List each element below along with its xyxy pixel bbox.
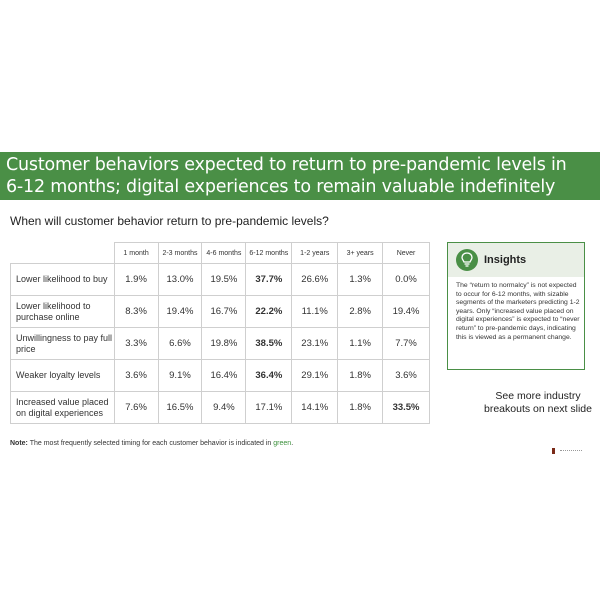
table-cell: 16.7%	[201, 295, 247, 328]
column-header: 4-6 months	[201, 242, 247, 264]
highlighted-cell: 33.5%	[382, 391, 430, 424]
note-end: .	[291, 440, 294, 447]
table-cell: 3.6%	[382, 359, 430, 392]
header-corner	[10, 242, 115, 264]
column-header: 1 month	[113, 242, 159, 264]
insights-title: Insights	[484, 254, 527, 266]
table-question: When will customer behavior return to pr…	[10, 214, 329, 228]
table-cell: 29.1%	[291, 359, 339, 392]
table-cell: 1.1%	[337, 327, 384, 360]
highlighted-cell: 38.5%	[245, 327, 293, 360]
title-line-1: Customer behaviors expected to return to…	[6, 155, 567, 175]
title-line-2: 6-12 months; digital experiences to rema…	[6, 177, 556, 197]
table-cell: 19.4%	[382, 295, 430, 328]
row-label: Increased value placed on digital experi…	[10, 391, 115, 424]
row-label: Lower likelihood to purchase online	[10, 295, 115, 328]
insights-header: Insights	[448, 243, 584, 277]
table-cell: 7.7%	[382, 327, 430, 360]
table-cell: 19.5%	[201, 263, 247, 296]
note-green-word: green	[273, 440, 292, 447]
table-cell: 3.3%	[113, 327, 159, 360]
column-header: Never	[382, 242, 430, 264]
decorative-mark	[552, 448, 555, 454]
row-label: Unwillingness to pay full price	[10, 327, 115, 360]
highlighted-cell: 22.2%	[245, 295, 293, 328]
table-cell: 3.6%	[113, 359, 159, 392]
table-row: Lower likelihood to buy 1.9% 13.0% 19.5% 37.…	[10, 263, 430, 296]
table-cell: 26.6%	[291, 263, 339, 296]
column-header: 6-12 months	[245, 242, 293, 264]
behavior-timing-table: 1 month 2-3 months 4-6 months 6-12 month…	[10, 242, 430, 424]
table-cell: 8.3%	[113, 295, 159, 328]
table-cell: 19.4%	[157, 295, 203, 328]
table-cell: 1.9%	[113, 263, 159, 296]
note-text: The most frequently selected timing for …	[27, 440, 274, 447]
table-cell: 14.1%	[291, 391, 339, 424]
table-header-row: 1 month 2-3 months 4-6 months 6-12 month…	[10, 242, 430, 264]
table-cell: 1.8%	[337, 391, 384, 424]
table-cell: 0.0%	[382, 263, 430, 296]
highlighted-cell: 37.7%	[245, 263, 293, 296]
table-cell: 2.8%	[337, 295, 384, 328]
column-header: 1-2 years	[291, 242, 339, 264]
table-row: Increased value placed on digital experi…	[10, 391, 430, 424]
decorative-dots	[560, 450, 582, 453]
table-cell: 1.3%	[337, 263, 384, 296]
table-cell: 9.1%	[157, 359, 203, 392]
table-cell: 6.6%	[157, 327, 203, 360]
table-cell: 16.5%	[157, 391, 203, 424]
insights-text: The “return to normalcy” is not expected…	[456, 282, 580, 341]
row-label: Weaker loyalty levels	[10, 359, 115, 392]
table-row: Lower likelihood to purchase online 8.3% 1…	[10, 295, 430, 328]
lightbulb-icon	[456, 249, 478, 271]
table-cell: 16.4%	[201, 359, 247, 392]
table-cell: 13.0%	[157, 263, 203, 296]
footnote: Note: The most frequently selected timin…	[10, 440, 293, 447]
table-cell: 9.4%	[201, 391, 247, 424]
highlighted-cell: 36.4%	[245, 359, 293, 392]
table-cell: 7.6%	[113, 391, 159, 424]
see-more-text: See more industry breakouts on next slid…	[484, 390, 592, 415]
column-header: 2-3 months	[157, 242, 203, 264]
table-cell: 11.1%	[291, 295, 339, 328]
table-row: Unwillingness to pay full price 3.3% 6.6% 1…	[10, 327, 430, 360]
row-label: Lower likelihood to buy	[10, 263, 115, 296]
title-banner: Customer behaviors expected to return to…	[0, 152, 600, 200]
column-header: 3+ years	[337, 242, 384, 264]
table-cell: 1.8%	[337, 359, 384, 392]
table-cell: 23.1%	[291, 327, 339, 360]
table-cell: 19.8%	[201, 327, 247, 360]
insights-box: Insights The “return to normalcy” is not…	[447, 242, 585, 370]
table-row: Weaker loyalty levels 3.6% 9.1% 16.4% 36.4% 2…	[10, 359, 430, 392]
table-cell: 17.1%	[245, 391, 293, 424]
note-label: Note:	[10, 440, 28, 447]
